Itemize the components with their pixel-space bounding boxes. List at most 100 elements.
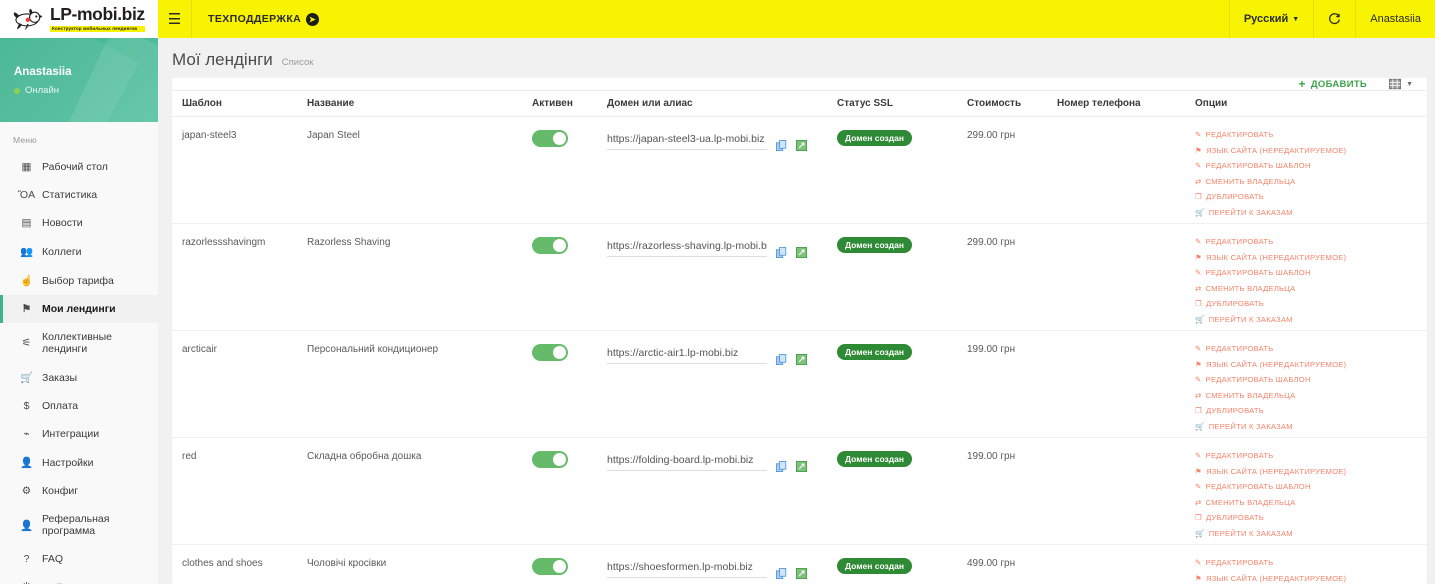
col-name: Название — [307, 90, 532, 117]
domain-input[interactable] — [607, 558, 767, 578]
sidebar-item-10[interactable]: ⌁ Интеграции — [0, 420, 158, 448]
edit-icon: ✎ — [1195, 237, 1202, 246]
cell-active — [532, 438, 607, 545]
active-toggle[interactable] — [532, 237, 568, 254]
sidebar-item-label: Заказы — [42, 371, 78, 384]
domain-input[interactable] — [607, 344, 767, 364]
user-menu[interactable]: Anastasiia — [1355, 0, 1435, 38]
cell-options: ✎ РЕДАКТИРОВАТЬ ⚑ ЯЗЫК САЙТА (НЕРЕДАКТИРУЕМ… — [1187, 224, 1427, 331]
option-link-3[interactable]: ✎ РЕДАКТИРОВАТЬ ШАБЛОН — [1195, 375, 1427, 384]
option-label: РЕДАКТИРОВАТЬ — [1205, 344, 1274, 353]
table-row: clothes and shoes Чоловічі кросівки Домен … — [172, 545, 1427, 584]
sidebar-item-7[interactable]: ⚟ Коллективные лендинги — [0, 323, 158, 363]
profile-status: Онлайн — [14, 85, 158, 96]
active-toggle[interactable] — [532, 344, 568, 361]
sidebar-item-1[interactable]: ▦ Рабочий стол — [0, 153, 158, 181]
option-link-5[interactable]: ❐ ДУБЛИРОВАТЬ — [1195, 192, 1427, 201]
option-link-4[interactable]: ⇄ СМЕНИТЬ ВЛАДЕЛЬЦА — [1195, 498, 1427, 507]
external-link-icon[interactable] — [796, 140, 807, 151]
option-link-4[interactable]: ⇄ СМЕНИТЬ ВЛАДЕЛЬЦА — [1195, 391, 1427, 400]
sidebar-item-5[interactable]: ☝ Выбор тарифа — [0, 266, 158, 295]
sidebar-item-11[interactable]: 👤 Настройки — [0, 448, 158, 477]
table-head: Шаблон Название Активен Домен или алиас … — [172, 90, 1427, 117]
domain-input[interactable] — [607, 130, 767, 150]
option-link-1[interactable]: ✎ РЕДАКТИРОВАТЬ — [1195, 558, 1427, 567]
copy-icon[interactable] — [776, 568, 787, 579]
option-link-5[interactable]: ❐ ДУБЛИРОВАТЬ — [1195, 299, 1427, 308]
edit-icon: ✎ — [1195, 161, 1202, 170]
sidebar-item-12[interactable]: ⚙ Конфиг — [0, 477, 158, 505]
sidebar-item-8[interactable]: 🛒 Заказы — [0, 363, 158, 392]
grid-view-button[interactable]: ▼ — [1389, 78, 1413, 90]
edit-icon: ✎ — [1195, 375, 1202, 384]
option-link-5[interactable]: ❐ ДУБЛИРОВАТЬ — [1195, 513, 1427, 522]
cell-phone — [1057, 224, 1187, 331]
domain-input[interactable] — [607, 451, 767, 471]
option-link-2[interactable]: ⚑ ЯЗЫК САЙТА (НЕРЕДАКТИРУЕМОЕ) — [1195, 467, 1427, 476]
option-link-2[interactable]: ⚑ ЯЗЫК САЙТА (НЕРЕДАКТИРУЕМОЕ) — [1195, 360, 1427, 369]
copy-icon[interactable] — [776, 354, 787, 365]
external-link-icon[interactable] — [796, 247, 807, 258]
option-link-1[interactable]: ✎ РЕДАКТИРОВАТЬ — [1195, 344, 1427, 353]
cell-template: razorlessshavingm — [182, 237, 266, 248]
option-link-4[interactable]: ⇄ СМЕНИТЬ ВЛАДЕЛЬЦА — [1195, 284, 1427, 293]
copy-icon[interactable] — [776, 247, 787, 258]
option-link-3[interactable]: ✎ РЕДАКТИРОВАТЬ ШАБЛОН — [1195, 268, 1427, 277]
sidebar-item-4[interactable]: 👥 Коллеги — [0, 237, 158, 266]
option-link-6[interactable]: 🛒 ПЕРЕЙТИ К ЗАКАЗАМ — [1195, 529, 1427, 538]
option-link-2[interactable]: ⚑ ЯЗЫК САЙТА (НЕРЕДАКТИРУЕМОЕ) — [1195, 574, 1427, 583]
copy-icon[interactable] — [776, 461, 787, 472]
option-link-6[interactable]: 🛒 ПЕРЕЙТИ К ЗАКАЗАМ — [1195, 208, 1427, 217]
add-button[interactable]: + ДОБАВИТЬ — [1299, 78, 1368, 90]
cart-icon: 🛒 — [19, 372, 34, 384]
sidebar-item-13[interactable]: 👤 Реферальная программа — [0, 505, 158, 545]
option-link-3[interactable]: ✎ РЕДАКТИРОВАТЬ ШАБЛОН — [1195, 482, 1427, 491]
option-link-1[interactable]: ✎ РЕДАКТИРОВАТЬ — [1195, 237, 1427, 246]
refresh-button[interactable] — [1313, 0, 1355, 38]
sidebar-item-15[interactable]: ⏻ Выйти — [0, 573, 158, 584]
dog-logo-icon — [13, 8, 43, 31]
sidebar-item-9[interactable]: $ Оплата — [0, 392, 158, 420]
external-link-icon[interactable] — [796, 354, 807, 365]
external-link-icon[interactable] — [796, 461, 807, 472]
domain-input[interactable] — [607, 237, 767, 257]
option-link-2[interactable]: ⚑ ЯЗЫК САЙТА (НЕРЕДАКТИРУЕМОЕ) — [1195, 253, 1427, 262]
cell-ssl: Домен создан — [837, 331, 967, 438]
option-label: ЯЗЫК САЙТА (НЕРЕДАКТИРУЕМОЕ) — [1206, 145, 1347, 155]
cell-active — [532, 331, 607, 438]
status-badge: Домен создан — [837, 237, 913, 253]
cell-price: 499.00 грн — [967, 558, 1016, 569]
hamburger-icon[interactable]: ☰ — [158, 0, 192, 38]
language-selector[interactable]: Русский ▼ — [1228, 0, 1313, 38]
cell-phone — [1057, 117, 1187, 224]
option-link-2[interactable]: ⚑ ЯЗЫК САЙТА (НЕРЕДАКТИРУЕМОЕ) — [1195, 146, 1427, 155]
option-label: СМЕНИТЬ ВЛАДЕЛЬЦА — [1205, 283, 1296, 293]
table-row: japan-steel3 Japan Steel Домен создан 299.0… — [172, 117, 1427, 224]
option-link-4[interactable]: ⇄ СМЕНИТЬ ВЛАДЕЛЬЦА — [1195, 177, 1427, 186]
support-link[interactable]: ТЕХПОДДЕРЖКА ➤ — [192, 0, 335, 38]
sidebar-item-2[interactable]: ὌA Статистика — [0, 181, 158, 209]
sidebar-item-14[interactable]: ? FAQ — [0, 545, 158, 573]
dashboard-icon: ▦ — [21, 161, 32, 173]
external-link-icon[interactable] — [796, 568, 807, 579]
option-link-3[interactable]: ✎ РЕДАКТИРОВАТЬ ШАБЛОН — [1195, 161, 1427, 170]
copy-icon[interactable] — [776, 140, 787, 151]
sidebar-item-6[interactable]: ⚑ Мои лендинги — [0, 295, 158, 323]
option-link-6[interactable]: 🛒 ПЕРЕЙТИ К ЗАКАЗАМ — [1195, 422, 1427, 431]
hand-pointer-icon: ☝ — [19, 275, 34, 287]
option-link-1[interactable]: ✎ РЕДАКТИРОВАТЬ — [1195, 130, 1427, 139]
active-toggle[interactable] — [532, 451, 568, 468]
option-link-1[interactable]: ✎ РЕДАКТИРОВАТЬ — [1195, 451, 1427, 460]
option-link-5[interactable]: ❐ ДУБЛИРОВАТЬ — [1195, 406, 1427, 415]
active-toggle[interactable] — [532, 558, 568, 575]
edit-icon: ✎ — [1195, 130, 1202, 139]
option-label: РЕДАКТИРОВАТЬ — [1205, 237, 1274, 246]
active-toggle[interactable] — [532, 130, 568, 147]
sidebar-item-3[interactable]: ▤ Новости — [0, 209, 158, 237]
option-label: СМЕНИТЬ ВЛАДЕЛЬЦА — [1205, 176, 1296, 186]
logo[interactable]: LP-mobi.biz Конструктор мобильных лендин… — [0, 0, 158, 38]
cell-template: red — [182, 451, 197, 462]
option-link-6[interactable]: 🛒 ПЕРЕЙТИ К ЗАКАЗАМ — [1195, 315, 1427, 324]
plug-icon: ⌁ — [23, 428, 30, 440]
sidebar-item-label: Интеграции — [42, 428, 100, 440]
